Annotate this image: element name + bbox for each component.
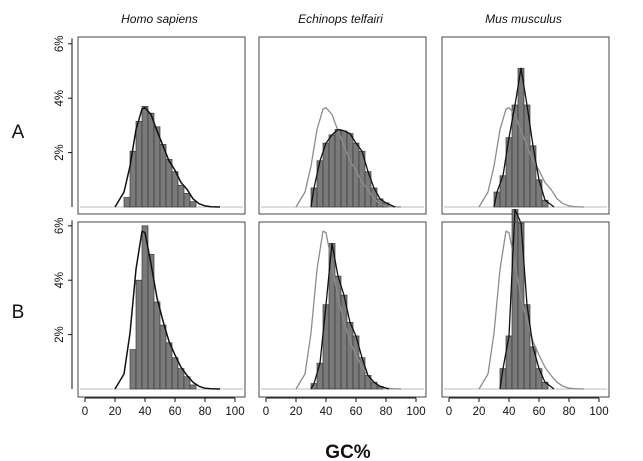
histogram-bar	[159, 324, 167, 390]
y-tick-label: 2%	[54, 326, 66, 343]
species-density-curve	[310, 128, 396, 208]
histogram-bar	[183, 193, 191, 208]
histogram-bar	[316, 362, 324, 390]
reference-density-curve	[478, 230, 585, 390]
histogram-bar	[535, 368, 543, 390]
panel-frame	[77, 221, 246, 398]
histogram-bar	[340, 294, 348, 390]
histogram-bar	[189, 384, 197, 390]
histogram-bar	[165, 342, 173, 390]
histogram-bar	[189, 201, 197, 208]
reference-density-curve	[295, 107, 402, 208]
histogram-bar	[322, 142, 330, 208]
histogram-bar	[159, 144, 167, 208]
panel-frame	[77, 36, 246, 215]
y-tick-label: 2%	[54, 144, 66, 161]
panel-frame	[258, 36, 427, 215]
histogram-bar	[135, 120, 143, 208]
row-label: B	[12, 302, 25, 323]
x-tick-label: 0	[82, 406, 88, 418]
x-tick-label: 0	[263, 406, 269, 418]
histogram-bar	[147, 112, 155, 208]
histogram-bar	[141, 225, 149, 390]
panel	[77, 221, 246, 398]
histogram-bar	[346, 133, 354, 208]
x-tick-label: 60	[350, 406, 363, 418]
panel	[441, 36, 610, 215]
x-tick-label: 40	[503, 406, 516, 418]
histogram-bar	[334, 275, 342, 390]
histogram-bar	[153, 126, 161, 208]
x-tick-label: 80	[563, 406, 576, 418]
histogram-bar	[171, 357, 179, 390]
histogram-bar	[322, 304, 330, 390]
x-tick-label: 0	[446, 406, 452, 418]
x-tick-label: 60	[533, 406, 546, 418]
histogram-bar	[511, 209, 519, 390]
species-density-curve	[493, 67, 555, 208]
histogram-bar	[171, 171, 179, 208]
x-tick-label: 80	[199, 406, 212, 418]
histogram-bar	[328, 134, 336, 208]
histogram-bar	[535, 179, 543, 208]
panel-frame	[441, 221, 610, 398]
histogram-bar	[165, 159, 173, 208]
panel	[258, 221, 427, 398]
reference-density-curve	[114, 106, 221, 208]
histogram-bar	[334, 129, 342, 208]
x-tick-label: 20	[473, 406, 486, 418]
y-tick-label: 4%	[54, 90, 66, 107]
column-title: Homo sapiens	[121, 12, 198, 26]
row-label: A	[12, 122, 25, 143]
histogram-bar	[123, 197, 131, 208]
x-axis-label: GC%	[325, 442, 371, 461]
histogram-bar	[153, 301, 161, 390]
column-title: Mus musculus	[485, 12, 562, 26]
histogram-bar	[177, 184, 185, 208]
x-tick-label: 100	[406, 406, 425, 418]
y-tick-label: 4%	[54, 272, 66, 289]
species-density-curve	[499, 208, 555, 390]
panel	[441, 208, 610, 398]
x-tick-label: 100	[589, 406, 608, 418]
species-density-curve	[310, 242, 390, 390]
x-tick-label: 100	[225, 406, 244, 418]
x-tick-label: 20	[109, 406, 122, 418]
panel-frame	[441, 36, 610, 215]
y-tick-label: 6%	[54, 217, 66, 234]
reference-density-curve	[114, 230, 221, 390]
histogram-bar	[177, 368, 185, 390]
column-title: Echinops telfairi	[298, 12, 383, 26]
x-tick-label: 40	[320, 406, 333, 418]
x-tick-label: 20	[290, 406, 303, 418]
panel	[258, 36, 427, 215]
reference-density-curve	[478, 107, 585, 208]
x-tick-label: 80	[380, 406, 393, 418]
x-tick-label: 60	[169, 406, 182, 418]
histogram-bar	[135, 279, 143, 390]
histogram-bar	[183, 376, 191, 390]
panel-frame	[258, 221, 427, 398]
y-tick-label: 6%	[54, 35, 66, 52]
histogram-bar	[141, 106, 149, 208]
x-tick-label: 40	[139, 406, 152, 418]
panel	[77, 36, 246, 215]
histogram-bar	[129, 349, 137, 390]
